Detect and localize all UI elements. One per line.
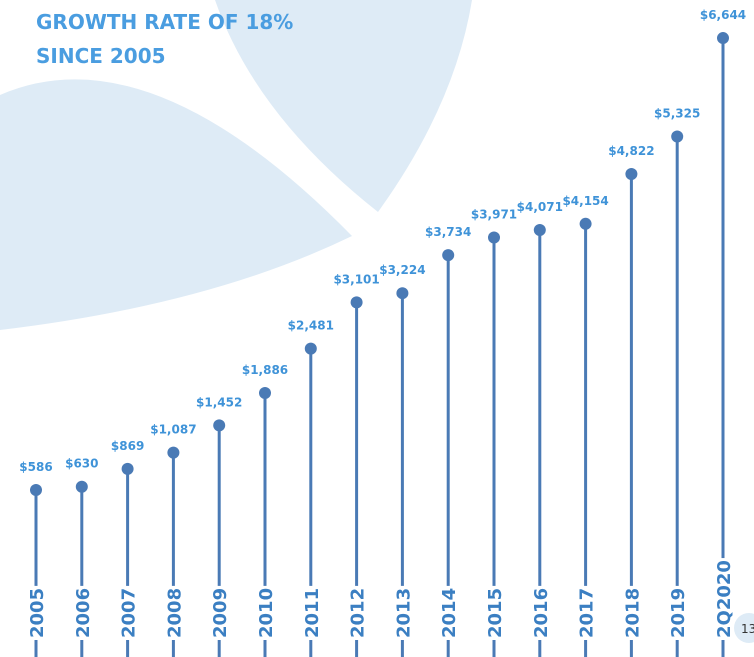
year-label: 2019 (668, 588, 689, 638)
value-label: $1,452 (196, 395, 242, 409)
year-label-bg (116, 585, 139, 640)
value-label: $3,224 (379, 263, 425, 277)
dot (488, 231, 500, 244)
dot (396, 287, 409, 300)
year-label: 2010 (256, 588, 277, 638)
value-label: $1,886 (242, 363, 288, 377)
year-label-bg (25, 585, 47, 640)
value-label: $1,087 (150, 423, 196, 437)
value-label: $5,325 (654, 106, 700, 120)
value-label: $4,822 (608, 144, 654, 158)
title-line: GROWTH RATE OF 18% (36, 10, 293, 34)
year-label-bg (712, 558, 734, 640)
page-number: 13 (741, 622, 754, 636)
value-label: $3,971 (471, 207, 517, 221)
dot (304, 342, 317, 355)
value-label: $4,071 (517, 200, 563, 214)
year-label-bg (528, 585, 551, 640)
value-label: $630 (65, 457, 98, 471)
dot (671, 130, 684, 143)
year-label-bg (620, 585, 643, 640)
value-label: $6,644 (700, 8, 746, 22)
value-label: $586 (19, 460, 52, 474)
year-label-bg (254, 585, 276, 640)
year-label: 2016 (531, 588, 552, 638)
year-label: 2005 (27, 588, 48, 638)
background-shape (0, 79, 352, 330)
value-label: $3,101 (333, 272, 379, 286)
year-label-bg (162, 585, 185, 640)
background-shape (215, 0, 472, 212)
year-label-bg (483, 585, 505, 640)
year-label-bg (70, 585, 93, 640)
year-label-bg (299, 585, 322, 640)
year-label: 2009 (210, 588, 231, 638)
year-label: 2012 (348, 588, 369, 638)
year-label: 2014 (439, 588, 460, 638)
year-label: 2013 (393, 588, 414, 638)
dot (75, 480, 88, 493)
dot (625, 167, 638, 180)
year-label: 2Q2020 (714, 560, 735, 638)
year-label-bg (208, 585, 231, 640)
year-label: 2017 (577, 588, 598, 638)
dot (121, 462, 134, 475)
dot (442, 249, 455, 262)
year-label: 2015 (485, 588, 506, 638)
year-label: 2006 (73, 588, 94, 638)
year-label-bg (574, 585, 597, 640)
dot (533, 224, 546, 237)
dot (579, 217, 592, 230)
dot (213, 419, 226, 432)
dot (717, 32, 729, 45)
page-badge (734, 613, 754, 643)
value-label: $2,481 (288, 319, 334, 333)
year-label: 2018 (622, 588, 643, 638)
title-line: SINCE 2005 (36, 44, 166, 68)
value-label: $3,734 (425, 225, 471, 239)
dot (259, 387, 271, 400)
dot (350, 296, 363, 309)
dot (30, 483, 42, 496)
year-label: 2011 (302, 588, 323, 638)
year-label-bg (666, 585, 689, 640)
value-label: $869 (111, 439, 144, 453)
year-label-bg (391, 585, 414, 640)
year-label: 2007 (119, 588, 140, 638)
year-label-bg (345, 585, 368, 640)
dot (167, 446, 180, 459)
year-label-bg (437, 585, 460, 640)
plot: $586 2005 $630 2006 $869 2007 $1,087 2008 $1,452… (19, 8, 746, 657)
year-label: 2008 (164, 588, 185, 638)
value-label: $4,154 (562, 194, 608, 208)
